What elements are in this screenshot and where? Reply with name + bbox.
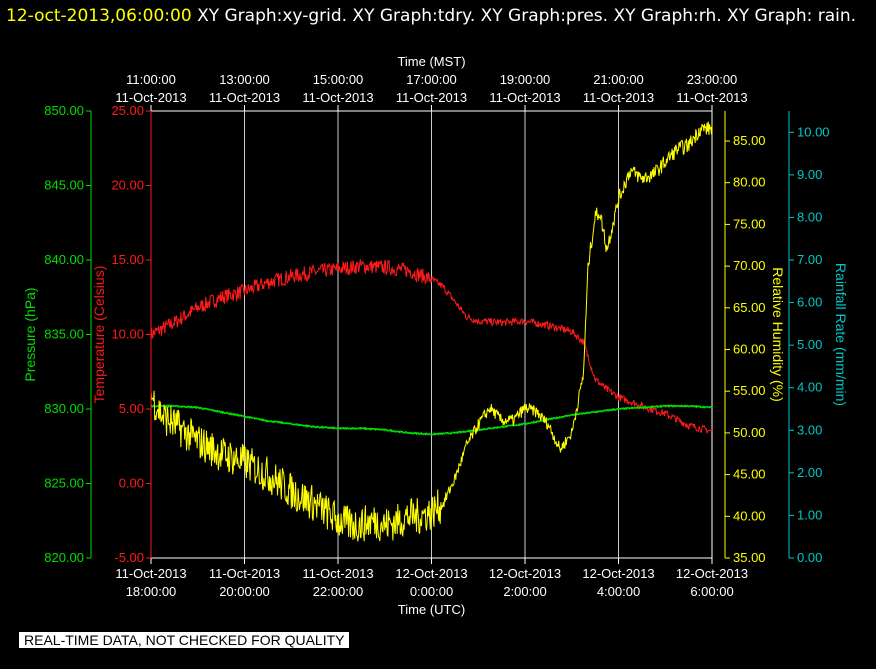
top-axis-tick-time: 17:00:00: [406, 72, 457, 87]
rain-tick-label: 10.00: [797, 124, 830, 139]
rain-tick-label: 5.00: [797, 337, 822, 352]
rain-tick-label: 1.00: [797, 507, 822, 522]
series-rh-line: [150, 121, 713, 542]
temperature-tick-label: 25.00: [111, 103, 144, 118]
series-tdry-line: [150, 259, 713, 434]
pressure-tick-label: 820.00: [44, 550, 84, 565]
top-axis-tick-time: 23:00:00: [687, 72, 738, 87]
top-axis-title: Time (MST): [397, 54, 465, 69]
top-axis-tick-date: 11-Oct-2013: [115, 90, 186, 105]
pressure-tick-label: 830.00: [44, 401, 84, 416]
bottom-axis-tick-date: 11-Oct-2013: [209, 566, 280, 581]
top-axis-tick-date: 11-Oct-2013: [583, 90, 654, 105]
humidity-tick-label: 65.00: [733, 300, 766, 315]
humidity-tick-label: 60.00: [733, 342, 766, 357]
top-axis-tick-date: 11-Oct-2013: [209, 90, 280, 105]
bottom-axis-tick-date: 11-Oct-2013: [115, 566, 186, 581]
humidity-tick-label: 85.00: [733, 133, 766, 148]
rain-tick-label: 3.00: [797, 422, 822, 437]
bottom-axis-tick-time: 0:00:00: [410, 584, 453, 599]
header-graph-list: XY Graph:xy-grid. XY Graph:tdry. XY Grap…: [197, 6, 857, 26]
temperature-tick-label: 0.00: [119, 476, 144, 491]
rain-tick-label: 7.00: [797, 252, 822, 267]
rain-tick-label: 4.00: [797, 380, 822, 395]
bottom-axis-tick-date: 12-Oct-2013: [395, 566, 467, 581]
quality-disclaimer: REAL-TIME DATA, NOT CHECKED FOR QUALITY: [19, 632, 350, 648]
humidity-tick-label: 45.00: [733, 467, 766, 482]
pressure-tick-label: 835.00: [44, 327, 84, 342]
bottom-axis-tick-time: 20:00:00: [219, 584, 270, 599]
header: 12-oct-2013,06:00:00 XY Graph:xy-grid. X…: [6, 2, 866, 30]
humidity-tick-label: 55.00: [733, 383, 766, 398]
top-axis-tick-date: 11-Oct-2013: [396, 90, 467, 105]
humidity-tick-label: 40.00: [733, 508, 766, 523]
pressure-tick-label: 845.00: [44, 178, 84, 193]
rain-tick-label: 9.00: [797, 167, 822, 182]
temperature-tick-label: 10.00: [111, 327, 144, 342]
bottom-axis-tick-time: 4:00:00: [597, 584, 640, 599]
rain-tick-label: 8.00: [797, 209, 822, 224]
humidity-tick-label: 80.00: [733, 175, 766, 190]
temperature-tick-label: 15.00: [111, 252, 144, 267]
humidity-tick-label: 35.00: [733, 550, 766, 565]
humidity-tick-label: 75.00: [733, 216, 766, 231]
top-axis-tick-date: 11-Oct-2013: [489, 90, 560, 105]
humidity-axis-label: Relative Humidity (%): [770, 267, 786, 402]
bottom-axis-tick-date: 12-Oct-2013: [676, 566, 748, 581]
temperature-tick-label: 20.00: [111, 178, 144, 193]
rain-tick-label: 0.00: [797, 550, 822, 565]
rain-tick-label: 2.00: [797, 465, 822, 480]
rain-tick-label: 6.00: [797, 295, 822, 310]
bottom-axis-tick-date: 11-Oct-2013: [302, 566, 373, 581]
temperature-axis-label: Temperature (Celsius): [91, 266, 107, 404]
series-layer: [150, 121, 713, 542]
top-axis-tick-time: 11:00:00: [126, 72, 176, 87]
header-timestamp: 12-oct-2013,06:00:00: [6, 6, 192, 26]
top-axis-tick-time: 13:00:00: [219, 72, 270, 87]
bottom-axis-tick-time: 2:00:00: [503, 584, 546, 599]
top-axis-tick-time: 19:00:00: [500, 72, 551, 87]
axis-layer: Time (MST) 11:00:00 11-Oct-2013 13:00:00 11-…: [22, 54, 849, 617]
top-axis-tick-time: 21:00:00: [593, 72, 644, 87]
rain-axis-label: Rainfall Rate (mm/min): [833, 263, 849, 406]
pressure-tick-label: 850.00: [44, 103, 84, 118]
pressure-tick-label: 825.00: [44, 476, 84, 491]
bottom-axis-title: Time (UTC): [398, 602, 465, 617]
series-pres-line: [150, 404, 713, 436]
pressure-axis-label: Pressure (hPa): [22, 287, 38, 381]
top-axis-tick-time: 15:00:00: [313, 72, 364, 87]
temperature-tick-label: 5.00: [119, 401, 144, 416]
bottom-axis-tick-time: 22:00:00: [313, 584, 364, 599]
humidity-tick-label: 50.00: [733, 425, 766, 440]
temperature-tick-label: -5.00: [114, 550, 144, 565]
bottom-axis-tick-date: 12-Oct-2013: [489, 566, 561, 581]
top-axis-tick-date: 11-Oct-2013: [676, 90, 747, 105]
top-axis-tick-date: 11-Oct-2013: [302, 90, 373, 105]
bottom-axis-tick-time: 6:00:00: [690, 584, 733, 599]
bottom-axis-tick-time: 18:00:00: [126, 584, 177, 599]
bottom-axis-tick-date: 12-Oct-2013: [582, 566, 654, 581]
pressure-tick-label: 840.00: [44, 252, 84, 267]
humidity-tick-label: 70.00: [733, 258, 766, 273]
